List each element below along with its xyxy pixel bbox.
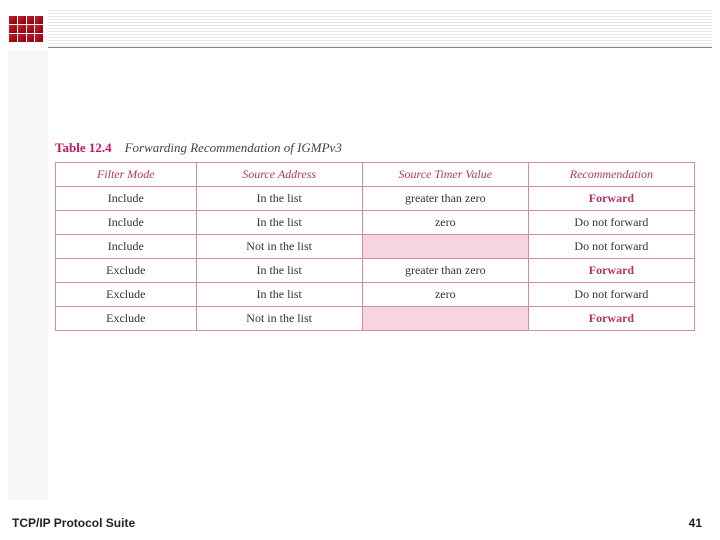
cell-recommendation: Forward <box>528 259 694 283</box>
table-row: ExcludeNot in the list Forward <box>56 307 695 331</box>
cell-recommendation: Forward <box>528 187 694 211</box>
cell-source-address: In the list <box>196 283 362 307</box>
cell-source-address: In the list <box>196 259 362 283</box>
cell-source-timer: zero <box>362 283 528 307</box>
table-body: IncludeIn the listgreater than zeroForwa… <box>56 187 695 331</box>
column-header: Filter Mode <box>56 163 197 187</box>
slide-footer: TCP/IP Protocol Suite 41 <box>12 516 702 530</box>
header-band <box>8 8 712 50</box>
table-header: Filter ModeSource AddressSource Timer Va… <box>56 163 695 187</box>
cell-source-timer <box>362 307 528 331</box>
column-header: Recommendation <box>528 163 694 187</box>
cell-filter-mode: Include <box>56 235 197 259</box>
cell-source-address: Not in the list <box>196 235 362 259</box>
cell-source-timer: zero <box>362 211 528 235</box>
cell-recommendation: Do not forward <box>528 211 694 235</box>
left-margin-decoration <box>8 50 48 500</box>
cell-filter-mode: Exclude <box>56 259 197 283</box>
cell-filter-mode: Include <box>56 187 197 211</box>
column-header: Source Timer Value <box>362 163 528 187</box>
cell-recommendation: Do not forward <box>528 283 694 307</box>
footer-text: TCP/IP Protocol Suite <box>12 516 135 530</box>
cell-recommendation: Forward <box>528 307 694 331</box>
cell-source-timer: greater than zero <box>362 187 528 211</box>
table-number: Table 12.4 <box>55 140 112 155</box>
table-row: ExcludeIn the listzeroDo not forward <box>56 283 695 307</box>
cell-filter-mode: Include <box>56 211 197 235</box>
cell-source-timer: greater than zero <box>362 259 528 283</box>
cell-source-timer <box>362 235 528 259</box>
table-row: IncludeIn the listzeroDo not forward <box>56 211 695 235</box>
header-texture <box>48 10 712 48</box>
table-caption: Forwarding Recommendation of IGMPv3 <box>125 140 342 155</box>
cell-source-address: In the list <box>196 211 362 235</box>
cell-filter-mode: Exclude <box>56 283 197 307</box>
page-number: 41 <box>689 516 702 530</box>
table-row: ExcludeIn the listgreater than zeroForwa… <box>56 259 695 283</box>
cell-filter-mode: Exclude <box>56 307 197 331</box>
cell-source-address: In the list <box>196 187 362 211</box>
table-title: Table 12.4 Forwarding Recommendation of … <box>55 140 695 156</box>
cell-recommendation: Do not forward <box>528 235 694 259</box>
table-row: IncludeNot in the list Do not forward <box>56 235 695 259</box>
column-header: Source Address <box>196 163 362 187</box>
forwarding-table: Filter ModeSource AddressSource Timer Va… <box>55 162 695 331</box>
logo-grid-icon <box>8 15 44 43</box>
content-area: Table 12.4 Forwarding Recommendation of … <box>55 60 695 490</box>
cell-source-address: Not in the list <box>196 307 362 331</box>
table-row: IncludeIn the listgreater than zeroForwa… <box>56 187 695 211</box>
